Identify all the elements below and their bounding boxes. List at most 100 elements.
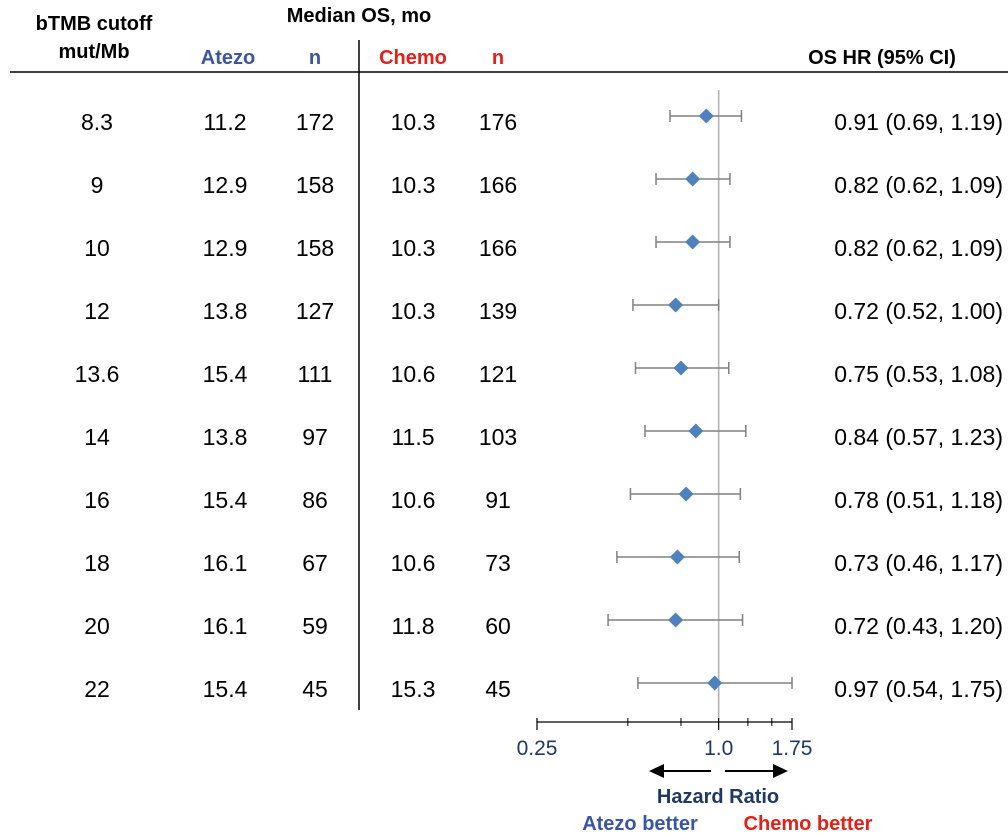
atezo-median-cell: 16.1 (203, 613, 248, 639)
table-rows: 8.3 11.2 172 10.3 176 0.91 (0.69, 1.19)9 12.9 1… (75, 109, 1003, 702)
header-atezo: Atezo (201, 47, 255, 69)
hr-point-marker (688, 423, 704, 439)
chemo-n-cell: 176 (479, 109, 517, 135)
chemo-median-cell: 10.3 (391, 172, 436, 198)
x-tick-label: 1.75 (772, 737, 813, 760)
atezo-n-cell: 172 (296, 109, 334, 135)
chemo-median-cell: 10.3 (391, 109, 436, 135)
chemo-median-cell: 10.6 (391, 487, 436, 513)
chemo-median-cell: 10.3 (391, 298, 436, 324)
chemo-n-cell: 60 (485, 613, 511, 639)
chemo-median-cell: 10.6 (391, 361, 436, 387)
table-row: 14 13.8 97 11.5 103 0.84 (0.57, 1.23) (84, 424, 1003, 450)
atezo-median-cell: 12.9 (203, 235, 248, 261)
atezo-median-cell: 15.4 (203, 676, 248, 702)
cutoff-cell: 9 (91, 172, 104, 198)
chemo-median-cell: 10.3 (391, 235, 436, 261)
chemo-median-cell: 11.5 (391, 424, 434, 450)
os-hr-cell: 0.75 (0.53, 1.08) (834, 361, 1003, 387)
atezo-n-cell: 127 (296, 298, 334, 324)
chemo-n-cell: 166 (479, 172, 517, 198)
cutoff-cell: 13.6 (75, 361, 120, 387)
cutoff-cell: 22 (84, 676, 110, 702)
atezo-n-cell: 59 (302, 613, 328, 639)
os-hr-cell: 0.72 (0.43, 1.20) (834, 613, 1003, 639)
os-hr-cell: 0.82 (0.62, 1.09) (834, 172, 1003, 198)
atezo-median-cell: 13.8 (203, 424, 248, 450)
os-hr-cell: 0.91 (0.69, 1.19) (834, 109, 1003, 135)
header-cutoff-line2: mut/Mb (58, 41, 129, 63)
table-row: 22 15.4 45 15.3 45 0.97 (0.54, 1.75) (84, 676, 1003, 702)
table-row: 13.6 15.4 111 10.6 121 0.75 (0.53, 1.08) (75, 361, 1003, 387)
atezo-better-label: Atezo better (582, 813, 698, 834)
table-row: 12 13.8 127 10.3 139 0.72 (0.52, 1.00) (84, 298, 1003, 324)
atezo-median-cell: 11.2 (203, 109, 246, 135)
hr-point-marker (668, 612, 684, 628)
cutoff-cell: 18 (84, 550, 110, 576)
hr-axis: 0.25 1.0 1.75 (517, 718, 813, 760)
atezo-n-cell: 67 (302, 550, 328, 576)
chemo-median-cell: 11.8 (391, 613, 434, 639)
chemo-median-cell: 15.3 (391, 676, 436, 702)
cutoff-cell: 8.3 (81, 109, 113, 135)
atezo-median-cell: 15.4 (203, 487, 248, 513)
table-row: 20 16.1 59 11.8 60 0.72 (0.43, 1.20) (84, 613, 1003, 639)
cutoff-cell: 14 (84, 424, 110, 450)
forest-marks (607, 90, 793, 718)
hr-point-marker (678, 486, 694, 502)
x-axis-label: Hazard Ratio (657, 786, 779, 808)
hr-point-marker (669, 549, 685, 565)
atezo-n-cell: 86 (302, 487, 328, 513)
header-os-hr: OS HR (95% CI) (808, 47, 956, 69)
hr-point-marker (685, 234, 701, 250)
hr-point-marker (673, 360, 689, 376)
atezo-n-cell: 158 (296, 172, 334, 198)
cutoff-cell: 10 (84, 235, 110, 261)
atezo-median-cell: 16.1 (203, 550, 248, 576)
header-chemo: Chemo (379, 47, 447, 69)
chemo-n-cell: 91 (485, 487, 511, 513)
atezo-median-cell: 12.9 (203, 172, 248, 198)
chemo-better-label: Chemo better (744, 813, 873, 834)
left-arrow-head (649, 764, 664, 778)
hr-point-marker (698, 108, 714, 124)
chemo-n-cell: 103 (479, 424, 517, 450)
right-arrow-head (773, 764, 788, 778)
atezo-n-cell: 45 (302, 676, 328, 702)
chemo-median-cell: 10.6 (391, 550, 436, 576)
cutoff-cell: 12 (84, 298, 110, 324)
table-row: 16 15.4 86 10.6 91 0.78 (0.51, 1.18) (84, 487, 1003, 513)
header-median-os: Median OS, mo (287, 5, 431, 27)
os-hr-cell: 0.97 (0.54, 1.75) (834, 676, 1003, 702)
cutoff-cell: 16 (84, 487, 110, 513)
os-hr-cell: 0.82 (0.62, 1.09) (834, 235, 1003, 261)
chemo-n-cell: 45 (485, 676, 511, 702)
atezo-n-cell: 158 (296, 235, 334, 261)
chemo-n-cell: 121 (479, 361, 517, 387)
table-row: 10 12.9 158 10.3 166 0.82 (0.62, 1.09) (84, 235, 1003, 261)
x-tick-label: 0.25 (517, 737, 558, 760)
table-row: 9 12.9 158 10.3 166 0.82 (0.62, 1.09) (91, 172, 1003, 198)
table-row: 18 16.1 67 10.6 73 0.73 (0.46, 1.17) (84, 550, 1003, 576)
hr-point-marker (668, 297, 684, 313)
table-row: 8.3 11.2 172 10.3 176 0.91 (0.69, 1.19) (81, 109, 1003, 135)
atezo-median-cell: 15.4 (203, 361, 248, 387)
hr-point-marker (685, 171, 701, 187)
chemo-n-cell: 139 (479, 298, 517, 324)
header-chemo-n: n (492, 47, 504, 69)
os-hr-cell: 0.72 (0.52, 1.00) (834, 298, 1003, 324)
os-hr-cell: 0.84 (0.57, 1.23) (834, 424, 1003, 450)
atezo-n-cell: 111 (298, 361, 333, 387)
atezo-n-cell: 97 (302, 424, 328, 450)
os-hr-cell: 0.73 (0.46, 1.17) (834, 550, 1003, 576)
atezo-median-cell: 13.8 (203, 298, 248, 324)
header-cutoff-line1: bTMB cutoff (36, 13, 153, 35)
cutoff-cell: 20 (84, 613, 110, 639)
hr-point-marker (707, 675, 723, 691)
header-atezo-n: n (309, 47, 321, 69)
x-tick-label: 1.0 (704, 737, 733, 760)
os-hr-cell: 0.78 (0.51, 1.18) (834, 487, 1003, 513)
chemo-n-cell: 73 (485, 550, 511, 576)
chemo-n-cell: 166 (479, 235, 517, 261)
